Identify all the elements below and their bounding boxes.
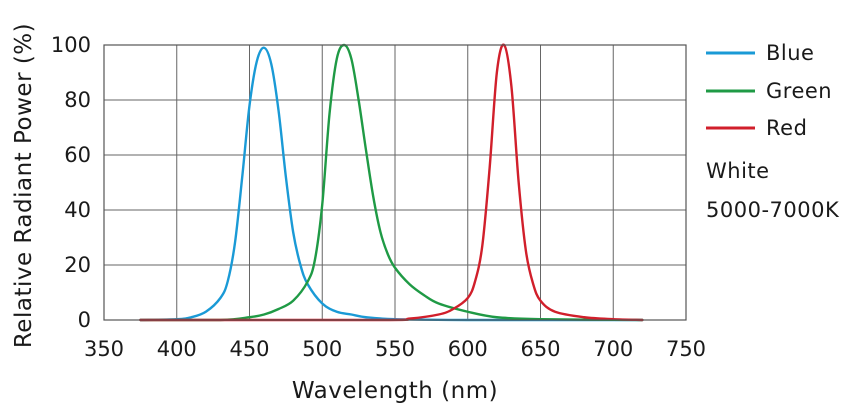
legend-label-green: Green: [766, 79, 832, 103]
x-tick-label: 350: [84, 337, 124, 361]
series-line-blue: [139, 46, 644, 322]
series-lines: [139, 43, 644, 322]
y-tick-label: 0: [78, 308, 91, 332]
plot-frame: [103, 44, 687, 321]
x-tick-labels: 350 400 450 500 550 600 650 700 750: [84, 337, 706, 361]
white-label: White: [706, 159, 770, 183]
grid-lines: [103, 44, 687, 321]
x-axis-title: Wavelength (nm): [292, 378, 498, 404]
x-tick-label: 700: [593, 337, 633, 361]
y-tick-label: 40: [64, 198, 91, 222]
x-tick-label: 750: [666, 337, 706, 361]
x-tick-label: 600: [448, 337, 488, 361]
y-tick-labels: 0 20 40 60 80 100: [51, 33, 91, 332]
x-tick-label: 450: [229, 337, 269, 361]
legend-label-red: Red: [766, 116, 807, 140]
y-tick-label: 100: [51, 33, 91, 57]
x-tick-label: 500: [302, 337, 342, 361]
y-axis-title: Relative Radiant Power (%): [11, 23, 37, 348]
color-temperature-label: 5000-7000K: [706, 198, 840, 222]
series-line-red: [139, 43, 644, 322]
y-tick-label: 20: [64, 253, 91, 277]
y-tick-label: 80: [64, 88, 91, 112]
y-tick-label: 60: [64, 143, 91, 167]
x-tick-label: 650: [520, 337, 560, 361]
legend-label-blue: Blue: [766, 41, 814, 65]
x-tick-label: 550: [375, 337, 415, 361]
x-tick-label: 400: [157, 337, 197, 361]
series-line-green: [139, 43, 644, 322]
legend: Blue Green Red: [706, 41, 832, 140]
